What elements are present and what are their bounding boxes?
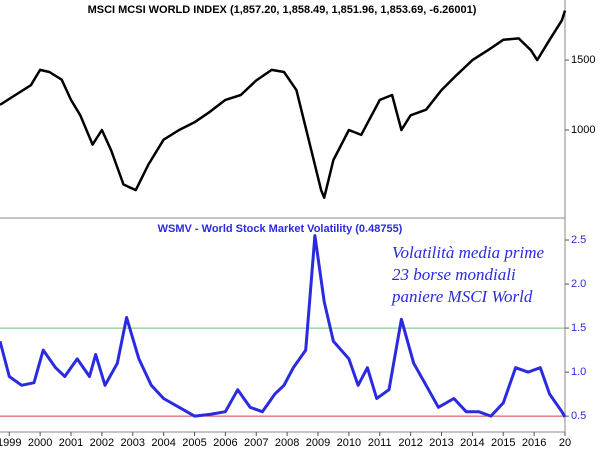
x-tick-label: 2010 (337, 437, 361, 449)
y-tick-label: 1.0 (571, 366, 586, 378)
data-line (0, 10, 567, 199)
x-tick-label: 2008 (275, 437, 299, 449)
x-tick-label: 2002 (90, 437, 114, 449)
x-tick-label: 2015 (491, 437, 515, 449)
x-tick-label: 2004 (151, 437, 175, 449)
y-tick-label: 1000 (571, 124, 595, 136)
x-tick-label: 2000 (28, 437, 52, 449)
data-line (0, 234, 567, 418)
bottom-title: WSMV - World Stock Market Volatility (0.… (158, 223, 403, 235)
x-tick-label: 2012 (398, 437, 422, 449)
y-tick-label: 0.5 (571, 410, 586, 422)
x-tick-label: 20 (559, 437, 571, 449)
annotation: paniere MSCI World (391, 287, 533, 306)
x-tick-label: 2001 (59, 437, 83, 449)
annotation: 23 borse mondiali (392, 265, 516, 284)
top-title: MSCI MCSI WORLD INDEX (1,857.20, 1,858.4… (88, 4, 477, 16)
x-tick-label: 1999 (0, 437, 22, 449)
x-tick-label: 2006 (213, 437, 237, 449)
x-tick-label: 2009 (306, 437, 330, 449)
x-tick-label: 2005 (182, 437, 206, 449)
x-tick-label: 2014 (460, 437, 484, 449)
x-tick-label: 2016 (522, 437, 546, 449)
x-tick-label: 2007 (244, 437, 268, 449)
y-tick-label: 2.5 (571, 234, 586, 246)
annotation: Volatilità media prime (392, 243, 545, 262)
y-tick-label: 2.0 (571, 278, 586, 290)
x-tick-label: 2003 (121, 437, 145, 449)
y-tick-label: 1.5 (571, 322, 586, 334)
x-tick-label: 2011 (368, 437, 392, 449)
x-tick-label: 2013 (429, 437, 453, 449)
y-tick-label: 1500 (571, 54, 595, 66)
